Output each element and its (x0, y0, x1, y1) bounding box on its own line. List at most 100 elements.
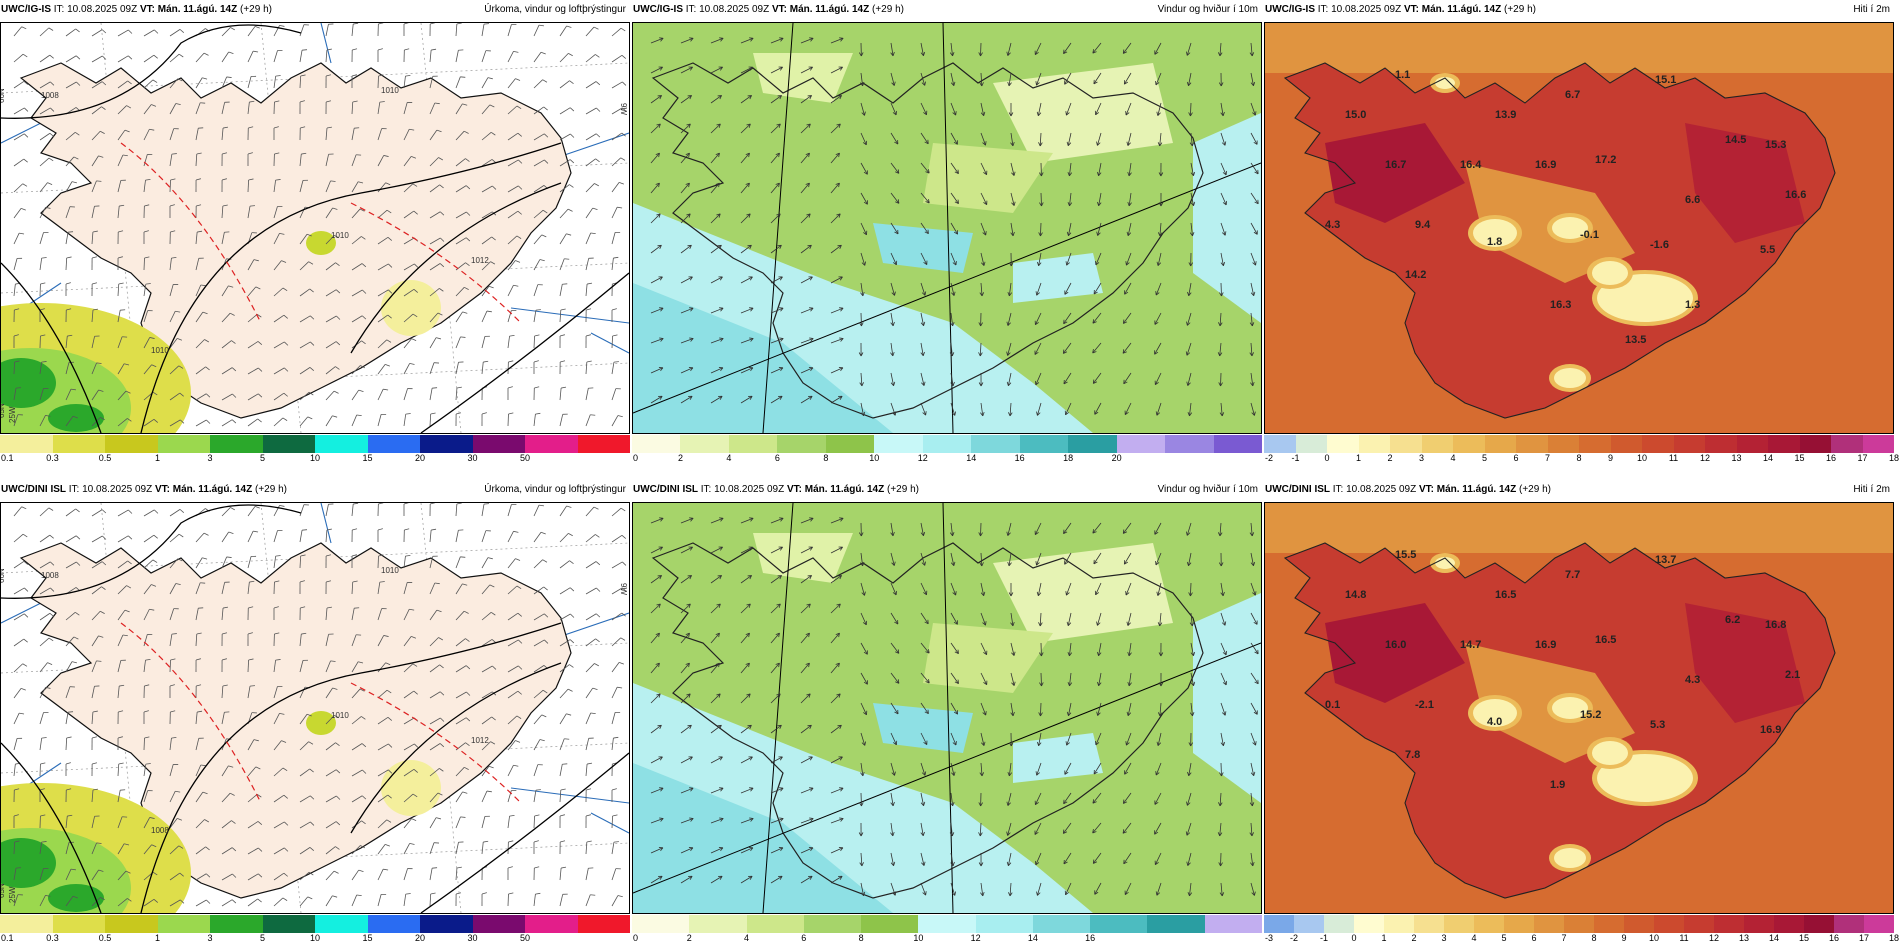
panel-header: UWC/IG-IS IT: 10.08.2025 09Z VT: Mán. 11… (632, 0, 1262, 20)
isobar-label: 1008 (41, 91, 59, 100)
temperature-value: -1.6 (1650, 239, 1669, 251)
temperature-value: 14.8 (1345, 589, 1366, 601)
map-area[interactable] (632, 502, 1262, 914)
colorbar-label: 5 (1501, 933, 1507, 943)
colorbar-labels: 0.1 0.3 0.5 1 3 5 10 15 20 30 50 (0, 453, 630, 465)
isobar-label: 1012 (471, 736, 489, 745)
map-area[interactable]: 1008 1010 1010 1010 1012 65N 66N 25W 9W (0, 22, 630, 434)
map-area[interactable]: 15.5 14.8 16.5 7.7 13.7 16.0 14.7 16.9 16.5 6.2 16… (1264, 502, 1894, 914)
lead-time: (+29 h) (1504, 4, 1536, 15)
colorbar-swatch (1264, 915, 1294, 933)
colorbar-swatch (1484, 435, 1516, 453)
map-area[interactable] (632, 22, 1262, 434)
colorbar-swatch (803, 915, 862, 933)
temperature-value: 5.3 (1650, 719, 1665, 731)
temperature-value: 13.9 (1495, 109, 1516, 121)
map-canvas (633, 503, 1261, 913)
colorbar-label: 2 (1411, 933, 1417, 943)
temperature-value: 16.6 (1785, 189, 1806, 201)
model-name: UWC/IG-IS (1, 4, 51, 15)
vt-label: VT: (1403, 4, 1419, 15)
colorbar-swatch (1294, 915, 1324, 933)
colorbar-swatch (1736, 435, 1768, 453)
it-label: IT: (68, 484, 80, 495)
temperature-field (1265, 503, 1893, 898)
init-time: 10.08.2025 09Z (714, 484, 785, 495)
colorbar-swatch (420, 915, 473, 933)
colorbar-swatch (777, 435, 826, 453)
it-label: IT: (685, 4, 697, 15)
lat-lon-grid (633, 23, 1261, 433)
panel-title: Úrkoma, vindur og loftþrýstingur (484, 484, 626, 495)
temperature-value: 16.4 (1460, 159, 1482, 171)
colorbar-label: 3 (1441, 933, 1447, 943)
temperature-value: 16.5 (1595, 634, 1616, 646)
temperature-value: 1.8 (1487, 236, 1502, 248)
map-area[interactable]: 1.1 15.0 13.9 6.7 15.1 16.7 16.4 16.9 17.2 14.5 15… (1264, 22, 1894, 434)
precipitation-field (1, 231, 441, 433)
colorbar-label: 5 (1481, 453, 1488, 463)
colorbar-label: 10 (869, 453, 880, 463)
colorbar-swatch (1862, 435, 1894, 453)
colorbar-swatch (1642, 435, 1674, 453)
temperature-value: 4.3 (1325, 219, 1340, 231)
lead-time: (+29 h) (240, 4, 272, 15)
iceland-coastline (1283, 62, 1836, 419)
map-canvas: 15.5 14.8 16.5 7.7 13.7 16.0 14.7 16.9 16.5 6.2 16… (1265, 503, 1893, 913)
map-area[interactable]: 1008 1010 1010 1008 1012 65N 66N 25W 9W (0, 502, 630, 914)
colorbar-swatch (157, 435, 210, 453)
isobar-label: 1010 (331, 711, 349, 720)
temperature-value: 6.2 (1725, 614, 1740, 626)
colorbar-swatch (262, 435, 315, 453)
colorbar-label: 1 (154, 453, 161, 463)
colorbar-label: 3 (207, 933, 213, 943)
colorbar-label: 11 (1668, 453, 1679, 463)
colorbar-swatch (1068, 435, 1117, 453)
temperature-value: -2.1 (1415, 699, 1434, 711)
colorbar-swatch (1421, 435, 1453, 453)
init-time: 10.08.2025 09Z (699, 4, 770, 15)
colorbar (0, 915, 630, 933)
vt-label: VT: (771, 4, 787, 15)
colorbar-label: 4 (1471, 933, 1477, 943)
colorbar-swatch (157, 915, 210, 933)
colorbar-label: 14 (1768, 933, 1780, 943)
colorbar-swatch (420, 435, 473, 453)
colorbar-swatch (1264, 435, 1296, 453)
colorbar-label: 10 (1648, 933, 1660, 943)
colorbar-labels: -3-2-1012345678910111213141516171819 (1264, 933, 1899, 945)
colorbar-swatch (689, 915, 747, 933)
colorbar-swatch (1774, 915, 1804, 933)
colorbar-label: 16 (1085, 933, 1096, 943)
iceland-coastline (651, 62, 1204, 419)
temperature-value: 9.4 (1415, 219, 1431, 231)
grid-label: 25W (8, 406, 17, 423)
colorbar-swatch (918, 915, 976, 933)
grid-label: 25W (8, 886, 17, 903)
temperature-value: 13.5 (1625, 334, 1646, 346)
colorbar-label: 50 (519, 933, 531, 943)
colorbar-label: 5 (259, 453, 266, 463)
temperature-value: 1.9 (1550, 779, 1565, 791)
wind-barbs (13, 503, 627, 907)
valid-time: Mán. 11.ágú. 14Z (172, 484, 253, 495)
wind-arrows (650, 517, 1259, 897)
vt-label: VT: (139, 4, 155, 15)
colorbar-label: 20 (414, 933, 426, 943)
colorbar-label: 11 (1679, 933, 1689, 943)
map-canvas (633, 23, 1261, 433)
colorbar-swatch (1564, 915, 1594, 933)
vt-label: VT: (786, 484, 802, 495)
valid-time: Mán. 11.ágú. 14Z (1436, 484, 1517, 495)
colorbar-label: 4 (1450, 453, 1456, 463)
colorbar-swatch (1744, 915, 1774, 933)
panel-header: UWC/IG-IS IT: 10.08.2025 09Z VT: Mán. 11… (1264, 0, 1894, 20)
colorbar-label: 12 (1708, 933, 1720, 943)
temperature-value: 6.7 (1565, 89, 1580, 101)
colorbar-label: 0.3 (46, 933, 59, 943)
grid-label: 66N (1, 568, 6, 583)
colorbar-label: 50 (519, 453, 531, 463)
colorbar-swatch (971, 435, 1020, 453)
grid-label: 66N (1, 88, 6, 103)
colorbar-label: 4 (744, 933, 750, 943)
